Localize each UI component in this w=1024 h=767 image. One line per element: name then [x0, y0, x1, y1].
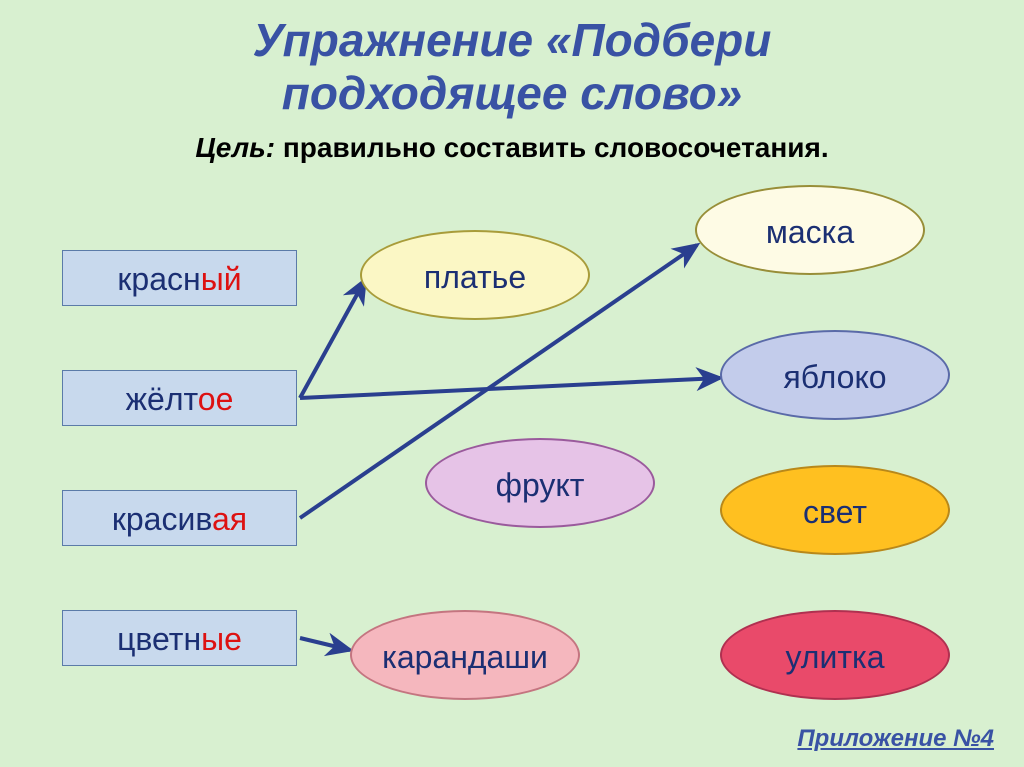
noun-ellipse: карандаши	[350, 610, 580, 700]
arrow	[300, 280, 365, 398]
goal-label: Цель:	[195, 132, 275, 163]
page-title: Упражнение «Подбери подходящее слово»	[0, 0, 1024, 120]
adjective-ending: ые	[201, 621, 242, 657]
noun-ellipse: улитка	[720, 610, 950, 700]
goal-text: правильно составить словосочетания.	[275, 132, 829, 163]
adjective-ending: ый	[201, 261, 242, 297]
appendix-link[interactable]: Приложение №4	[797, 725, 994, 753]
adjective-stem: красив	[112, 501, 212, 537]
arrow	[300, 378, 720, 398]
noun-ellipse: маска	[695, 185, 925, 275]
noun-ellipse: яблоко	[720, 330, 950, 420]
adjective-box: цветные	[62, 610, 297, 666]
adjective-box: жёлтое	[62, 370, 297, 426]
adjective-stem: жёлт	[126, 381, 198, 417]
adjective-stem: красн	[117, 261, 200, 297]
noun-ellipse: свет	[720, 465, 950, 555]
adjective-box: красивая	[62, 490, 297, 546]
adjective-ending: ое	[198, 381, 234, 417]
subtitle: Цель: правильно составить словосочетания…	[0, 132, 1024, 164]
arrow	[300, 638, 350, 650]
title-line-2: подходящее слово»	[282, 67, 743, 119]
adjective-box: красный	[62, 250, 297, 306]
noun-ellipse: платье	[360, 230, 590, 320]
title-line-1: Упражнение «Подбери	[253, 14, 772, 66]
adjective-stem: цветн	[117, 621, 201, 657]
adjective-ending: ая	[212, 501, 247, 537]
noun-ellipse: фрукт	[425, 438, 655, 528]
